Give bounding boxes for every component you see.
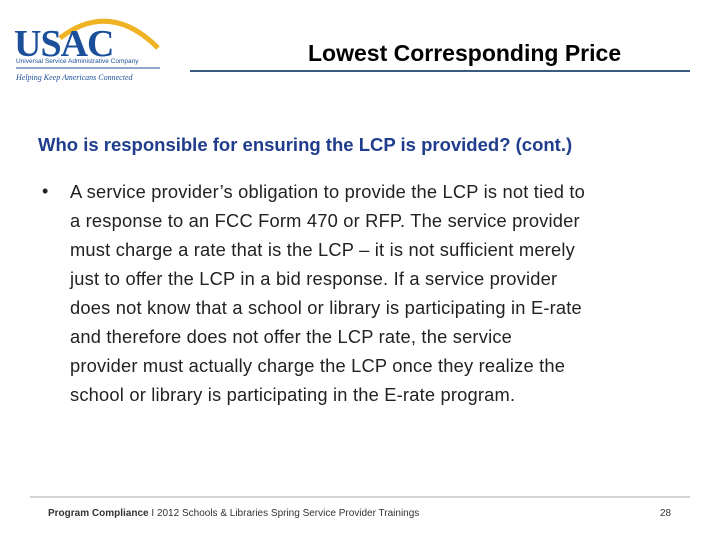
subtitle: Who is responsible for ensuring the LCP … xyxy=(38,134,573,155)
bullet-marker: • xyxy=(42,181,49,201)
page-number: 28 xyxy=(660,508,672,519)
bullet-line: a response to an FCC Form 470 or RFP. Th… xyxy=(70,210,580,231)
logo-slogan: Helping Keep Americans Connected xyxy=(16,73,133,82)
bullet-line: does not know that a school or library i… xyxy=(70,297,582,318)
logo-name: USAC xyxy=(14,23,114,65)
bullet-line: and therefore does not offer the LCP rat… xyxy=(70,326,513,347)
bullet-line: must charge a rate that is the LCP – it … xyxy=(70,239,575,260)
footer-event: 2012 Schools & Libraries Spring Service … xyxy=(156,508,420,519)
bullet-line: A service provider’s obligation to provi… xyxy=(70,181,586,202)
logo-arc xyxy=(58,18,160,50)
logo-tagline: Universal Service Administrative Company xyxy=(16,58,139,65)
bullet-line: just to offer the LCP in a bid response.… xyxy=(70,268,558,289)
bullet-line: school or library is participating in th… xyxy=(70,384,516,405)
footer-section: Program Compliance xyxy=(48,508,149,519)
slide-title: Lowest Corresponding Price xyxy=(308,40,622,66)
footer-separator: I xyxy=(151,508,155,519)
bullet-line: provider must actually charge the LCP on… xyxy=(70,355,566,376)
footer-text: Program Compliance I 2012 Schools & Libr… xyxy=(48,508,419,519)
